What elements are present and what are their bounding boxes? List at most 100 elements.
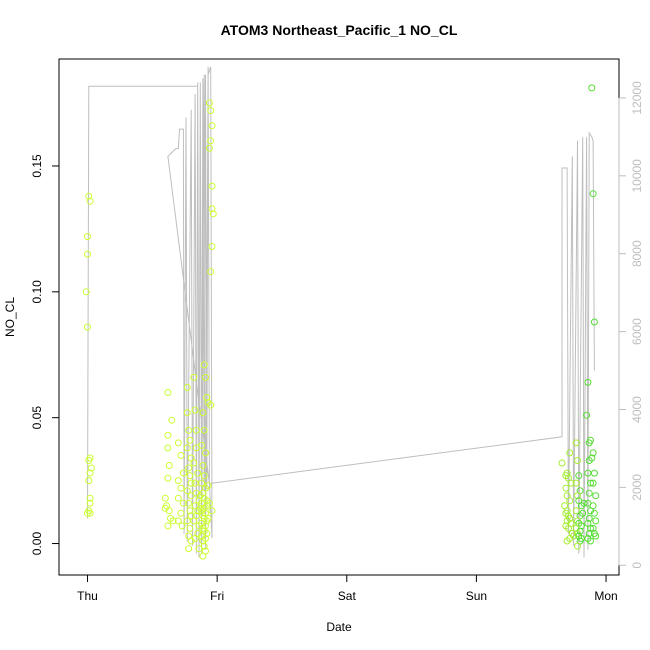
data-point (589, 479, 597, 487)
y2-tick-label: 10000 (630, 159, 644, 193)
y-tick-label: 0.15 (30, 154, 44, 178)
data-point (161, 494, 169, 502)
data-point (199, 462, 207, 469)
data-point (185, 499, 193, 507)
data-point (588, 454, 596, 462)
data-point (174, 477, 182, 485)
data-point (589, 190, 597, 198)
data-point (174, 439, 182, 447)
y2-tick-label: 2000 (630, 474, 644, 501)
data-point (183, 444, 191, 452)
data-point (574, 542, 581, 550)
data-point (589, 502, 597, 510)
data-point (190, 517, 198, 525)
data-point (584, 378, 592, 386)
data-point (179, 469, 187, 477)
data-point (564, 524, 572, 532)
data-point (199, 537, 207, 545)
data-point (574, 492, 581, 500)
data-point (165, 507, 173, 515)
data-point (196, 504, 204, 512)
data-point (199, 552, 207, 560)
data-point (585, 514, 593, 522)
data-point (575, 472, 583, 480)
x-tick-label: Sun (466, 589, 487, 603)
data-point (177, 509, 185, 517)
data-point (196, 492, 204, 500)
data-point (572, 479, 580, 487)
y2-tick-label: 0 (630, 562, 644, 569)
x-tick-label: Thu (77, 589, 98, 603)
data-point (209, 210, 217, 218)
data-point (589, 449, 597, 457)
x-tick-label: Mon (594, 589, 617, 603)
data-point (589, 524, 597, 532)
data-point (208, 507, 216, 515)
data-point (191, 406, 199, 414)
data-point (174, 517, 182, 525)
data-point (190, 373, 198, 381)
data-point (580, 499, 588, 507)
data-point (186, 524, 194, 532)
data-point (84, 323, 91, 331)
data-point (178, 522, 186, 530)
data-point (574, 457, 581, 464)
data-point (164, 389, 172, 396)
data-point (86, 509, 94, 517)
data-point (200, 426, 208, 434)
data-point (165, 462, 173, 469)
data-point (198, 441, 206, 449)
chart-title: ATOM3 Northeast_Pacific_1 NO_CL (221, 22, 458, 38)
data-point (590, 509, 598, 517)
data-point (194, 469, 202, 477)
data-point (199, 409, 207, 417)
data-point (164, 431, 172, 439)
data-point (86, 469, 94, 477)
data-point (84, 509, 91, 517)
data-point (164, 522, 172, 530)
data-point (185, 464, 193, 472)
series-layer (82, 66, 600, 560)
x-tick-label: Sat (338, 589, 357, 603)
y2-tick-label: 6000 (630, 318, 644, 345)
data-point (187, 479, 195, 487)
data-point (207, 268, 215, 276)
plot-frame (58, 58, 620, 576)
x-axis-label: Date (326, 620, 352, 634)
data-point (204, 514, 212, 522)
data-point (572, 507, 580, 515)
data-point (583, 411, 591, 419)
data-point (186, 436, 194, 444)
data-point (566, 497, 574, 505)
data-point (208, 122, 216, 130)
data-point (592, 517, 600, 525)
data-point (183, 384, 191, 391)
data-point (168, 416, 176, 424)
data-point (205, 144, 213, 152)
data-point (192, 426, 200, 434)
y-tick-label: 0.10 (30, 280, 44, 304)
y-tick-label: 0.00 (30, 532, 44, 556)
data-point (208, 205, 216, 213)
data-point (592, 492, 600, 500)
data-point (587, 524, 594, 532)
data-point (590, 318, 598, 326)
data-point (87, 464, 95, 472)
altitude-line (87, 66, 595, 558)
y-tick-label: 0.05 (30, 406, 44, 430)
data-point (164, 444, 172, 452)
data-point (86, 499, 94, 507)
data-point (202, 373, 209, 381)
data-point (200, 361, 208, 369)
data-point (590, 469, 598, 477)
data-point (177, 484, 185, 492)
data-point (566, 449, 574, 457)
data-point (85, 192, 93, 200)
axis-layer: Thu Fri Sat Sun Mon 0.00 0.05 0.10 0.15 0 2000 4000… (30, 81, 644, 603)
data-point (183, 409, 191, 417)
data-point (86, 197, 94, 205)
y-axis-label: NO_CL (3, 297, 17, 337)
data-point (587, 479, 594, 487)
data-point (169, 517, 177, 525)
